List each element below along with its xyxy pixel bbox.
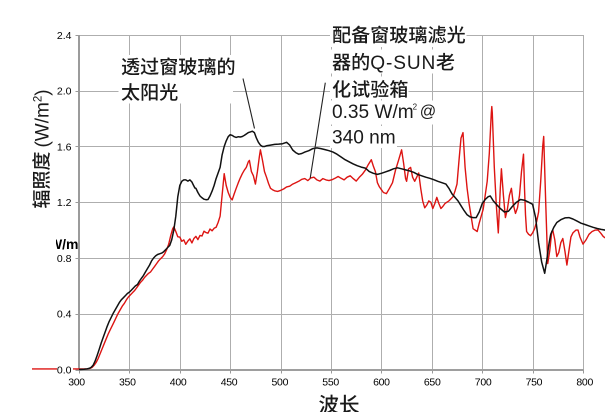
svg-text:1.6: 1.6 [57,141,72,153]
svg-text:1.2: 1.2 [57,197,72,209]
svg-text:2: 2 [413,103,418,112]
svg-text:700: 700 [475,377,492,389]
svg-text:600: 600 [373,377,390,389]
svg-text:): ) [32,89,53,95]
svg-text:350: 350 [119,377,136,389]
svg-text:550: 550 [322,377,339,389]
svg-text:340 nm: 340 nm [332,128,396,149]
svg-text:0.0: 0.0 [57,364,72,376]
svg-text:2.0: 2.0 [57,86,72,98]
svg-text:400: 400 [170,377,187,389]
svg-text:750: 750 [526,377,543,389]
svg-text:2: 2 [32,96,44,102]
svg-text:0.8: 0.8 [57,253,72,265]
svg-text:0.4: 0.4 [57,309,72,321]
svg-text:300: 300 [68,377,85,389]
svg-text:(W/m: (W/m [32,102,53,147]
svg-text:650: 650 [424,377,441,389]
svg-text:Q-SUN: Q-SUN [370,53,436,74]
svg-text:W/m: W/m [49,236,79,252]
svg-text:500: 500 [271,377,288,389]
svg-text:800: 800 [576,377,593,389]
svg-text:450: 450 [221,377,238,389]
svg-text:@: @ [420,103,436,121]
svg-text:0.35 W/m: 0.35 W/m [332,102,414,123]
svg-text:2.4: 2.4 [57,30,72,42]
